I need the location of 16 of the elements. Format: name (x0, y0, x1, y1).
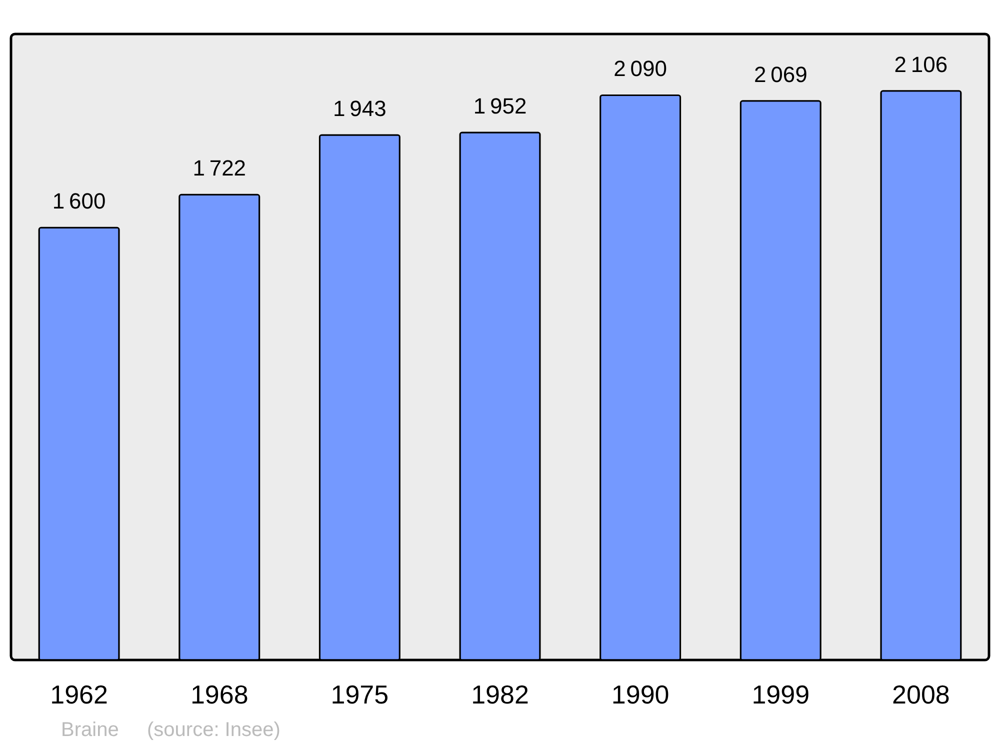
x-tick-label: 1975 (330, 680, 389, 710)
x-tick-label: 1982 (471, 680, 529, 710)
data-label: 2 069 (754, 62, 808, 87)
data-label: 1 722 (192, 156, 246, 181)
text: (source: Insee) (147, 719, 280, 741)
x-tick-label: 1962 (50, 680, 108, 710)
data-label: 1 952 (473, 94, 527, 119)
data-label: 2 090 (614, 56, 667, 82)
data-label: 2 106 (894, 52, 948, 77)
data-label: 1 600 (52, 188, 106, 214)
data-label: 1 943 (333, 96, 386, 121)
x-tick-label: 1990 (611, 680, 670, 710)
text: Braine (61, 719, 119, 741)
x-tick-label: 1968 (190, 680, 248, 710)
x-tick-label: 1999 (752, 680, 810, 710)
x-tick-label: 2008 (892, 680, 950, 710)
